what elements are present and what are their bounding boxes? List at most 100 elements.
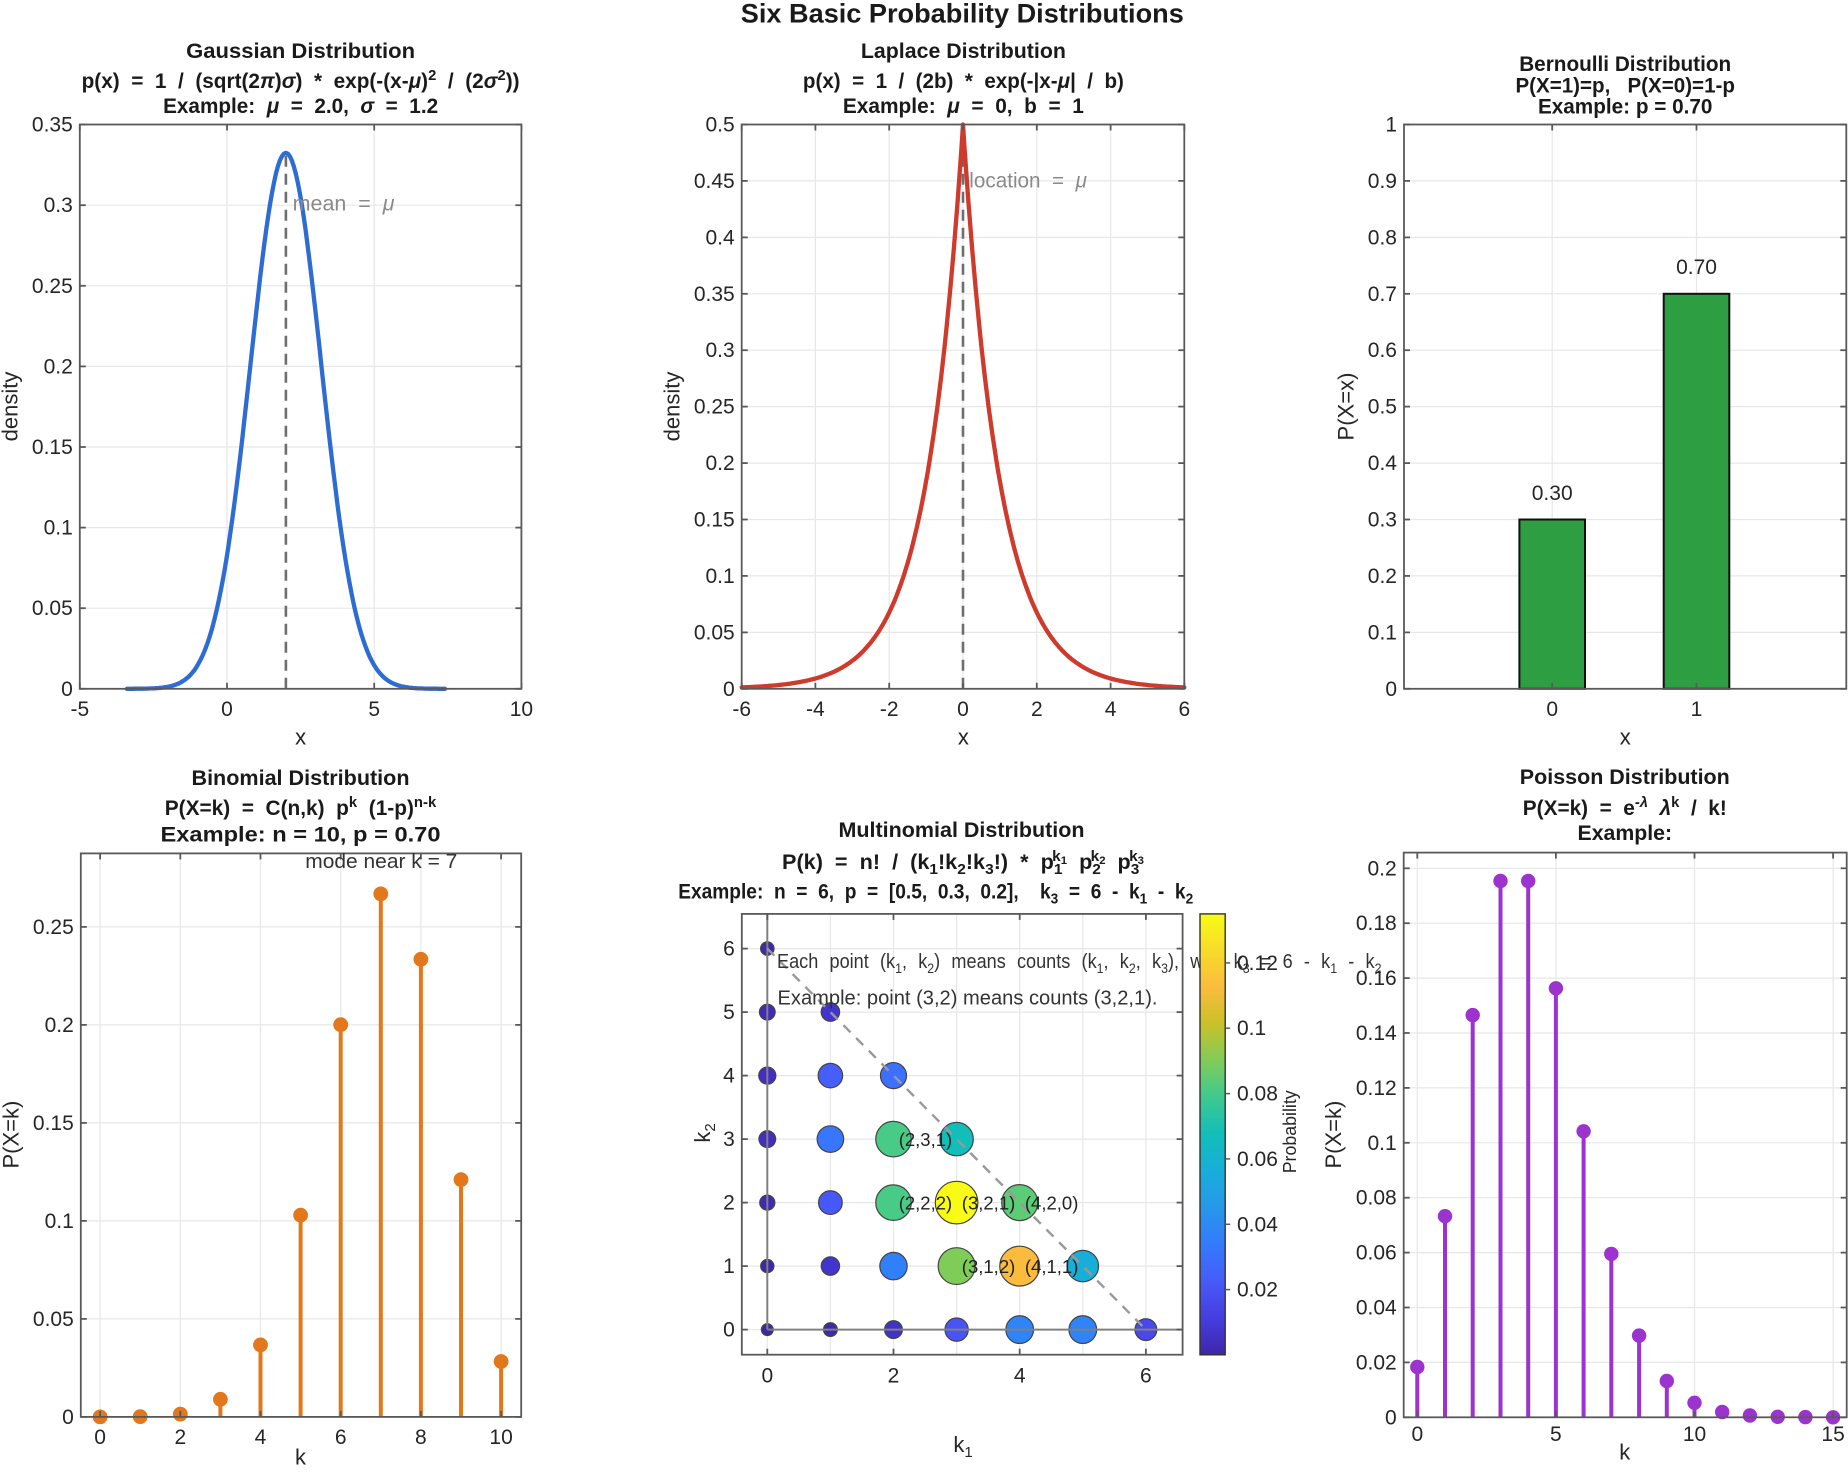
svg-text:P(X=k): P(X=k) <box>0 1101 24 1169</box>
svg-text:0.25: 0.25 <box>32 275 73 298</box>
svg-text:-4: -4 <box>806 698 825 721</box>
svg-text:x: x <box>295 724 306 749</box>
svg-text:0.14: 0.14 <box>1356 1022 1397 1045</box>
svg-text:0.06: 0.06 <box>1356 1242 1397 1265</box>
svg-text:0: 0 <box>1385 678 1397 701</box>
svg-text:P(X=k) = e-λ λk / k!: P(X=k) = e-λ λk / k! <box>1523 794 1727 820</box>
svg-text:2: 2 <box>888 1365 900 1388</box>
svg-text:0.35: 0.35 <box>694 283 735 306</box>
svg-text:(3,2,1): (3,2,1) <box>962 1192 1015 1213</box>
svg-text:p(x) = 1 / (2b) * exp(-|: p(x) = 1 / (2b) * exp(-|x-μ| / b) <box>803 70 1124 93</box>
svg-text:0.3: 0.3 <box>1368 509 1397 532</box>
svg-text:0.08: 0.08 <box>1237 1083 1278 1106</box>
svg-text:0: 0 <box>723 678 735 701</box>
svg-text:Example: n = 10, p = 0.7: Example: n = 10, p = 0.70 <box>161 824 441 847</box>
svg-text:0: 0 <box>1546 698 1558 721</box>
svg-text:0.8: 0.8 <box>1368 226 1397 249</box>
svg-text:x: x <box>958 724 969 749</box>
svg-text:-6: -6 <box>732 698 751 721</box>
svg-text:0: 0 <box>61 678 73 701</box>
svg-text:Example: p = 0.70: Example: p = 0.70 <box>1538 96 1713 119</box>
svg-text:2: 2 <box>723 1192 735 1215</box>
svg-text:0.15: 0.15 <box>32 436 73 459</box>
svg-text:Gaussian Distribution: Gaussian Distribution <box>186 40 415 63</box>
svg-text:0.9: 0.9 <box>1368 170 1397 193</box>
svg-text:0.08: 0.08 <box>1356 1187 1397 1210</box>
svg-text:p(x) = 1 / (sqrt(2π)σ) *: p(x) = 1 / (sqrt(2π)σ) * exp(-(x-μ)2 / (… <box>82 67 520 93</box>
svg-text:6: 6 <box>1178 698 1190 721</box>
svg-text:5: 5 <box>368 698 380 721</box>
svg-text:0.2: 0.2 <box>705 452 734 475</box>
svg-text:0.6: 0.6 <box>1368 339 1397 362</box>
svg-text:0.05: 0.05 <box>694 621 735 644</box>
svg-text:0.1: 0.1 <box>44 517 73 540</box>
svg-text:Example: μ = 2.0, σ = 1.: Example: μ = 2.0, σ = 1.2 <box>163 95 438 118</box>
svg-text:0.5: 0.5 <box>1368 396 1397 419</box>
svg-text:0.2: 0.2 <box>1367 857 1396 880</box>
svg-text:0.04: 0.04 <box>1237 1213 1278 1236</box>
svg-text:k: k <box>1619 1440 1631 1465</box>
svg-text:5: 5 <box>1550 1423 1562 1446</box>
svg-text:0: 0 <box>94 1426 106 1449</box>
svg-text:0: 0 <box>221 698 233 721</box>
svg-text:(3,1,2): (3,1,2) <box>962 1256 1015 1277</box>
svg-text:0.4: 0.4 <box>1368 452 1398 475</box>
svg-text:Six Basic Probability Distribu: Six Basic Probability Distributions <box>741 0 1184 29</box>
svg-text:k1: k1 <box>953 1432 972 1461</box>
svg-text:(2,3,1): (2,3,1) <box>899 1129 952 1150</box>
svg-text:10: 10 <box>489 1426 512 1449</box>
svg-text:P(X=k) = C(n,k) pk (1-p)n-: P(X=k) = C(n,k) pk (1-p)n-k <box>165 794 437 820</box>
svg-text:1: 1 <box>723 1255 735 1278</box>
svg-text:0.2: 0.2 <box>44 355 73 378</box>
svg-text:x: x <box>1620 724 1631 749</box>
svg-text:-2: -2 <box>880 698 899 721</box>
svg-text:2: 2 <box>1031 698 1043 721</box>
svg-text:0.02: 0.02 <box>1356 1351 1397 1374</box>
svg-text:P(X=1)=p, P(X=0)=1-p: P(X=1)=p, P(X=0)=1-p <box>1515 75 1735 98</box>
svg-text:10: 10 <box>1683 1423 1706 1446</box>
svg-text:Laplace Distribution: Laplace Distribution <box>861 40 1066 63</box>
svg-text:4: 4 <box>1014 1365 1026 1388</box>
svg-text:Probability: Probability <box>1279 1090 1300 1174</box>
svg-text:0.3: 0.3 <box>44 194 73 217</box>
svg-text:0.5: 0.5 <box>705 114 734 137</box>
svg-text:4: 4 <box>1105 698 1117 721</box>
svg-text:0.15: 0.15 <box>694 509 735 532</box>
svg-text:0.1: 0.1 <box>1237 1017 1266 1040</box>
svg-text:mean = μ: mean = μ <box>293 193 395 216</box>
svg-text:0.1: 0.1 <box>45 1210 74 1233</box>
svg-text:6: 6 <box>335 1426 347 1449</box>
svg-text:0: 0 <box>723 1319 735 1342</box>
svg-text:0.18: 0.18 <box>1356 912 1397 935</box>
svg-text:Example: n = 6, p = [0.5: Example: n = 6, p = [0.5, 0.3, 0.2], k3 … <box>678 881 1193 908</box>
svg-text:0.02: 0.02 <box>1237 1279 1278 1302</box>
svg-text:1: 1 <box>1385 114 1397 137</box>
svg-text:0.4: 0.4 <box>705 226 735 249</box>
svg-text:Each point (k1, k2) means coun: Each point (k1, k2) means counts (k1, k2… <box>777 950 1382 976</box>
svg-text:3: 3 <box>723 1128 735 1151</box>
svg-text:0.35: 0.35 <box>32 114 73 137</box>
svg-text:Example:: Example: <box>1578 822 1673 845</box>
svg-text:0.1: 0.1 <box>1368 621 1397 644</box>
svg-text:(2,2,2): (2,2,2) <box>899 1192 952 1213</box>
svg-text:0.15: 0.15 <box>33 1112 74 1135</box>
svg-text:4: 4 <box>723 1065 735 1088</box>
svg-text:-5: -5 <box>70 698 89 721</box>
svg-text:0.1: 0.1 <box>705 565 734 588</box>
svg-text:0: 0 <box>957 698 969 721</box>
svg-text:Multinomial Distribution: Multinomial Distribution <box>839 819 1085 842</box>
svg-text:P(X=k): P(X=k) <box>1321 1101 1346 1169</box>
svg-text:0.05: 0.05 <box>32 597 73 620</box>
svg-text:1: 1 <box>1691 698 1703 721</box>
svg-text:k: k <box>295 1445 307 1470</box>
svg-text:0: 0 <box>1411 1423 1423 1446</box>
svg-text:0.70: 0.70 <box>1676 256 1717 279</box>
svg-text:0.45: 0.45 <box>694 170 735 193</box>
svg-text:0.25: 0.25 <box>33 916 74 939</box>
svg-text:5: 5 <box>723 1001 735 1024</box>
svg-text:location = μ: location = μ <box>969 170 1087 193</box>
svg-text:P(k) = n! / (k1!k2!k3!) *: P(k) = n! / (k 1!k2!k3!) * p 1k1 p2k2 p3k3 <box>782 848 1144 878</box>
svg-text:0.3: 0.3 <box>705 339 734 362</box>
svg-text:0: 0 <box>62 1406 74 1429</box>
svg-text:density: density <box>0 372 23 442</box>
